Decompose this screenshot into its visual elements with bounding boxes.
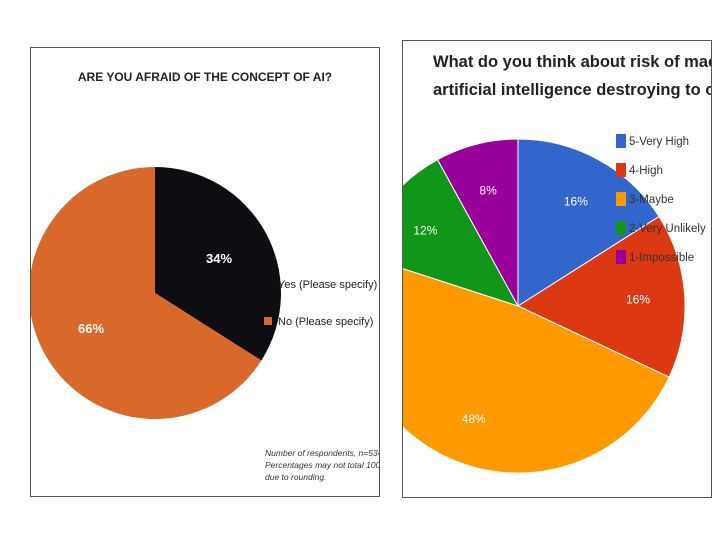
right-pie-chart: What do you think about risk of machine …	[403, 53, 711, 474]
pie-slice-4-high	[516, 215, 686, 378]
right-chart-panel: What do you think about risk of machine …	[402, 40, 712, 498]
pie-slice-5-very-high	[517, 138, 660, 307]
note-line: Number of respondents, n=534	[265, 448, 379, 458]
left-pie-chart: ARE YOU AFRAID OF THE CONCEPT OF AI? 34%…	[31, 70, 379, 482]
legend-swatch-3-maybe	[616, 192, 626, 206]
legend-swatch-2-very-unlikely	[616, 221, 626, 235]
legend-swatch-yes-please-specify	[264, 280, 272, 288]
left-pie-data-labels: 34% 66%	[78, 251, 232, 336]
data-label-2-very-unlikely: 12%	[413, 223, 437, 237]
legend-label-4-high: 4-High	[629, 165, 663, 177]
pie-slice-3-maybe	[403, 268, 670, 474]
legend-label-no-please-specify: No (Please specify)	[278, 316, 373, 328]
data-label-1-impossible: 8%	[479, 184, 497, 198]
data-label-yes-please-specify: 34%	[206, 251, 232, 266]
right-title-line: What do you think about risk of machine …	[433, 53, 711, 71]
left-chart-panel: ARE YOU AFRAID OF THE CONCEPT OF AI? 34%…	[30, 47, 380, 497]
pie-slice-no-please-specify	[31, 167, 262, 419]
left-chart-note: Number of respondents, n=534 Percentages …	[265, 448, 379, 482]
data-label-3-maybe: 48%	[462, 412, 486, 426]
legend-label-3-maybe: 3-Maybe	[629, 194, 674, 206]
legend-label-yes-please-specify: Yes (Please specify)	[278, 279, 377, 291]
data-label-4-high: 16%	[626, 293, 650, 307]
left-legend: Yes (Please specify) No (Please specify)	[264, 279, 377, 328]
legend-swatch-5-very-high	[616, 134, 626, 148]
left-chart-title: ARE YOU AFRAID OF THE CONCEPT OF AI?	[78, 70, 332, 84]
legend-swatch-no-please-specify	[264, 317, 272, 325]
note-line: Percentages may not total 100	[265, 460, 379, 470]
right-chart-title: What do you think about risk of machine …	[433, 53, 711, 99]
legend-swatch-4-high	[616, 163, 626, 177]
legend-label-5-very-high: 5-Very High	[629, 136, 689, 148]
legend-swatch-1-impossible	[616, 250, 626, 264]
legend-label-2-very-unlikely: 2-Very Unlikely	[629, 223, 706, 235]
data-label-5-very-high: 16%	[564, 195, 588, 209]
right-title-line: artificial intelligence destroying to ou…	[433, 81, 711, 99]
right-pie-data-labels: 16% 16% 48% 12% 8%	[413, 184, 650, 426]
legend-label-1-impossible: 1-Impossible	[629, 252, 694, 264]
pie-slice-2-very-unlikely	[403, 158, 520, 307]
pie-slice-1-impossible	[436, 138, 519, 307]
pie-slice-yes-please-specify	[155, 167, 282, 361]
left-pie-slices	[31, 167, 282, 419]
data-label-no-please-specify: 66%	[78, 321, 104, 336]
note-line: due to rounding.	[265, 472, 326, 482]
right-legend: 5-Very High 4-High 3-Maybe 2-Very Unlikely 1…	[616, 134, 706, 264]
right-pie-slices	[403, 138, 686, 474]
